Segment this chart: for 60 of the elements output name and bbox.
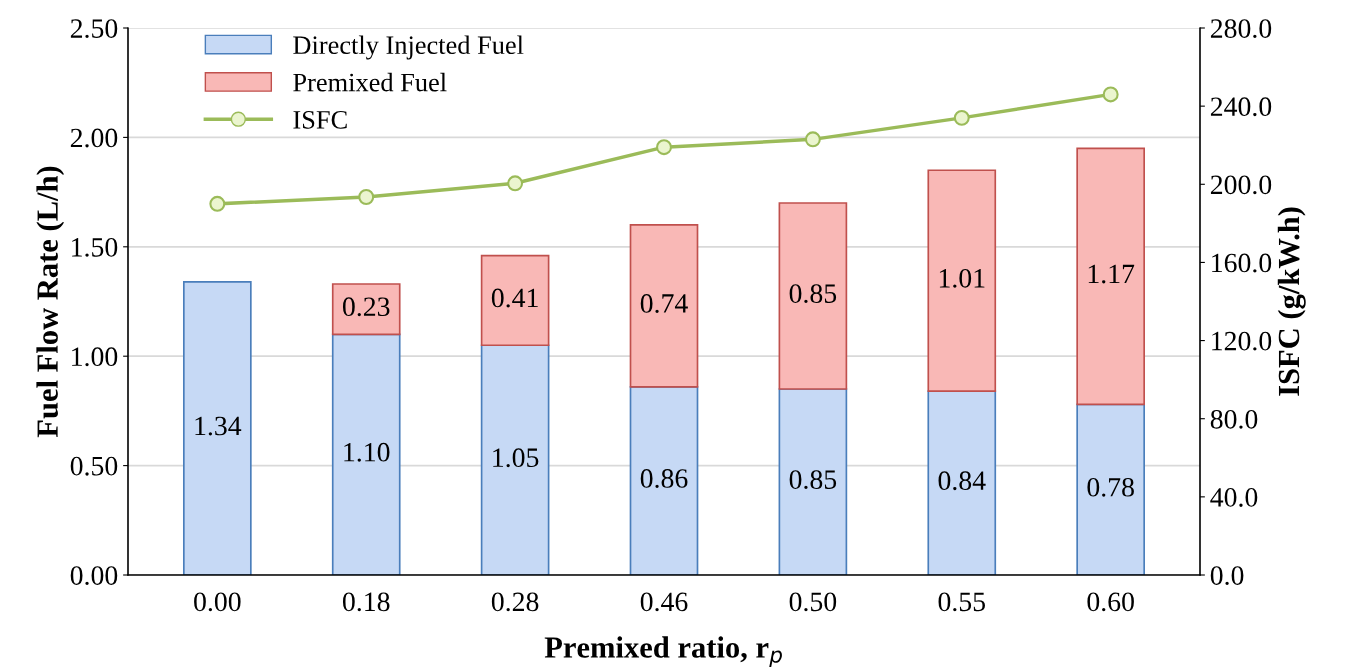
bar: [927, 390, 997, 575]
legend-label: Premixed Fuel: [293, 72, 447, 92]
y-axis-title: Fuel Flow Rate (L/h): [36, 166, 65, 438]
bar: [778, 388, 848, 575]
data-label: 0.23: [342, 297, 390, 317]
bar: [331, 333, 401, 575]
legend-label: ISFC: [293, 110, 347, 129]
bar: [480, 254, 550, 347]
y2-tick-label: 160.0: [1212, 253, 1272, 273]
bar: [1076, 403, 1146, 575]
point: [507, 175, 524, 192]
y-tick-label: 1.00: [72, 347, 118, 367]
y2-tick-label: 80.0: [1210, 409, 1258, 429]
data-label: 0.84: [938, 471, 986, 491]
y2-tick-label: 240.0: [1210, 97, 1272, 117]
x-tick-label: 0.18: [342, 592, 390, 612]
data-label: 1.17: [1088, 264, 1135, 284]
y-tick-label: 2.00: [70, 128, 118, 148]
y2-tick-label: 40.0: [1210, 488, 1258, 507]
y2-axis-title: ISFC (g/kW.h): [1277, 207, 1306, 396]
x-tick-label: 0.50: [789, 592, 837, 612]
data-label: 1.05: [493, 448, 539, 468]
y2-tick-label: 120.0: [1212, 331, 1272, 351]
data-label: 1.10: [344, 442, 390, 462]
bar: [331, 283, 401, 336]
data-label: 0.86: [640, 469, 688, 488]
x-tick-label: 0.60: [1087, 592, 1134, 612]
bar: [480, 344, 550, 575]
data-label: 1.34: [195, 416, 242, 436]
y-tick-label: 2.50: [70, 19, 118, 39]
data-label: 0.74: [640, 294, 688, 313]
data-label: 0.41: [491, 288, 538, 308]
x-tick-label: 0.28: [491, 592, 539, 612]
x-axis-title: Premixed ratio, r$_{p}$: [544, 636, 782, 667]
point: [953, 109, 970, 126]
bar: [629, 385, 699, 575]
x-tick-label: 0.00: [194, 592, 241, 612]
bar: [778, 202, 848, 390]
bar: [927, 169, 997, 393]
y-tick-label: 0.00: [70, 566, 118, 586]
point: [656, 139, 672, 156]
data-label: 0.85: [789, 284, 837, 304]
data-label: 1.01: [939, 268, 985, 288]
x-tick-label: 0.46: [640, 592, 688, 612]
y2-tick-label: 0.0: [1210, 566, 1244, 586]
y-tick-label: 1.50: [72, 237, 118, 257]
bar: [182, 280, 252, 575]
point: [358, 189, 375, 205]
y-tick-label: 0.50: [70, 456, 118, 476]
point: [804, 131, 821, 148]
point: [1102, 86, 1119, 103]
y2-tick-label: 200.0: [1210, 175, 1272, 195]
x-tick-label: 0.55: [938, 592, 985, 612]
data-label: 0.85: [789, 470, 837, 490]
point: [209, 195, 226, 212]
bar: [629, 224, 699, 388]
y2-tick-label: 280.0: [1210, 19, 1272, 39]
data-label: 0.78: [1087, 477, 1134, 497]
bar: [1076, 147, 1146, 406]
legend-label: Directly Injected Fuel: [293, 35, 524, 60]
